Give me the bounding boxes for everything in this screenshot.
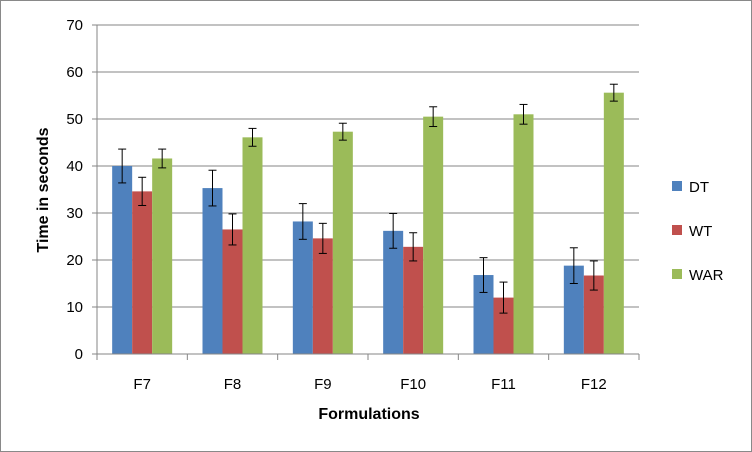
- y-tick-label: 30: [66, 205, 83, 222]
- legend-label-wt: WT: [689, 223, 712, 240]
- gridlines: [97, 24, 639, 308]
- axes: [92, 24, 640, 360]
- y-axis-title: Time in seconds: [35, 127, 52, 252]
- bar-dt-f9: [292, 221, 313, 354]
- x-tick-label: F8: [224, 376, 242, 393]
- legend-swatch-wt: [672, 225, 682, 235]
- legend-swatch-war: [672, 269, 682, 279]
- y-tick-label: 20: [66, 252, 83, 269]
- bar-war-f8: [242, 137, 263, 354]
- x-tick-label: F7: [133, 376, 151, 393]
- bar-war-f11: [513, 114, 534, 354]
- x-tick-label: F11: [491, 376, 516, 393]
- bar-dt-f11: [473, 275, 494, 354]
- bar-wt-f10: [403, 246, 424, 354]
- x-tick-label: F12: [581, 376, 607, 393]
- bar-war-f10: [423, 116, 444, 355]
- y-tick-label: 60: [66, 64, 83, 81]
- bar-dt-f7: [112, 166, 133, 354]
- bar-wt-f9: [312, 238, 333, 354]
- bars: [112, 92, 624, 355]
- bar-dt-f8: [202, 188, 223, 354]
- legend-swatch-dt: [672, 181, 682, 191]
- x-tick-label: F10: [400, 376, 426, 393]
- y-tick-label: 50: [66, 111, 83, 128]
- y-tick-labels: 0 10 20 30 40 50 60 70: [66, 17, 83, 363]
- y-tick-label: 70: [66, 17, 83, 34]
- error-bars: [118, 83, 618, 314]
- bar-wt-f7: [132, 191, 153, 354]
- y-tick-label: 0: [75, 346, 83, 363]
- bar-wt-f8: [222, 229, 243, 354]
- legend: DT WT WAR: [672, 179, 724, 284]
- x-tick-labels: F7 F8 F9 F10 F11 F12: [133, 376, 606, 393]
- bar-wt-f12: [583, 275, 604, 354]
- bar-war-f7: [152, 158, 173, 354]
- bar-war-f12: [603, 92, 624, 355]
- x-axis-title: Formulations: [318, 406, 419, 423]
- legend-label-war: WAR: [689, 267, 724, 284]
- legend-label-dt: DT: [689, 179, 709, 196]
- bar-dt-f10: [383, 230, 404, 354]
- bar-dt-f12: [563, 265, 584, 354]
- x-tick-label: F9: [314, 376, 332, 393]
- y-tick-label: 40: [66, 158, 83, 175]
- y-tick-label: 10: [66, 299, 83, 316]
- bar-wt-f11: [493, 297, 514, 354]
- bar-war-f9: [332, 131, 353, 354]
